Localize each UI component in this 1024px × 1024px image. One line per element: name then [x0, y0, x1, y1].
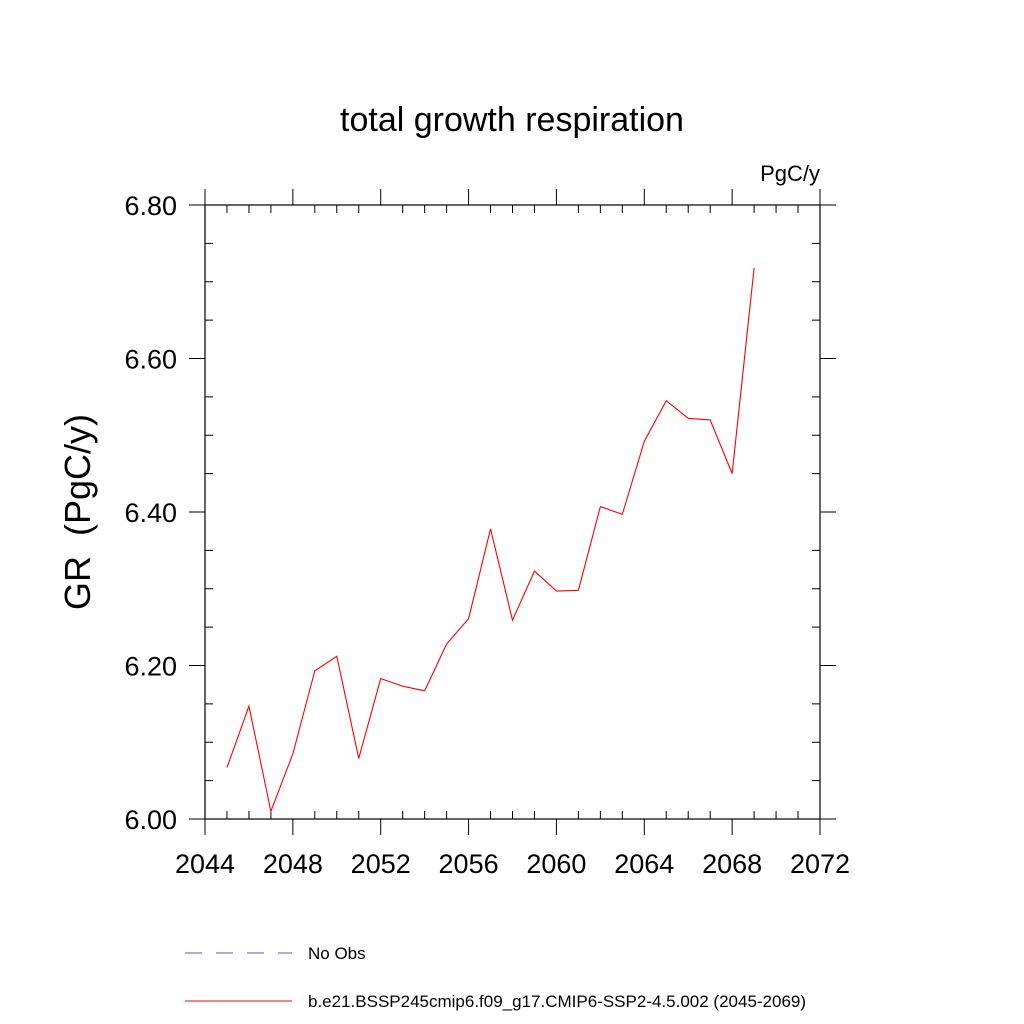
x-tick-label: 2072	[790, 849, 850, 879]
x-tick-label: 2052	[351, 849, 411, 879]
x-tick-label: 2056	[439, 849, 499, 879]
y-tick-label: 6.60	[124, 345, 177, 375]
y-tick-label: 6.20	[124, 652, 177, 682]
x-tick-label: 2060	[526, 849, 586, 879]
y-axis-label: GR (PgC/y)	[57, 414, 98, 610]
legend: No Obs b.e21.BSSP245cmip6.f09_g17.CMIP6-…	[185, 944, 806, 1011]
legend-label-series: b.e21.BSSP245cmip6.f09_g17.CMIP6-SSP2-4.…	[308, 992, 806, 1011]
chart-title: total growth respiration	[340, 101, 684, 139]
series-layer	[226, 267, 755, 814]
x-axis: 2044 2048 2052 2056 2060 2064 2068 2072	[175, 189, 850, 879]
y-axis: 6.00 6.20 6.40 6.60 6.80	[124, 191, 836, 835]
x-tick-label: 2064	[614, 849, 674, 879]
y-tick-label: 6.00	[124, 805, 177, 835]
x-tick-label: 2048	[263, 849, 323, 879]
y-tick-label: 6.40	[124, 498, 177, 528]
y-tick-label: 6.80	[124, 191, 177, 221]
x-tick-label: 2044	[175, 849, 235, 879]
units-label: PgC/y	[760, 161, 820, 186]
x-tick-label: 2068	[702, 849, 762, 879]
plot-frame	[204, 204, 821, 820]
legend-label-no-obs: No Obs	[308, 944, 366, 963]
series-line	[226, 267, 755, 814]
